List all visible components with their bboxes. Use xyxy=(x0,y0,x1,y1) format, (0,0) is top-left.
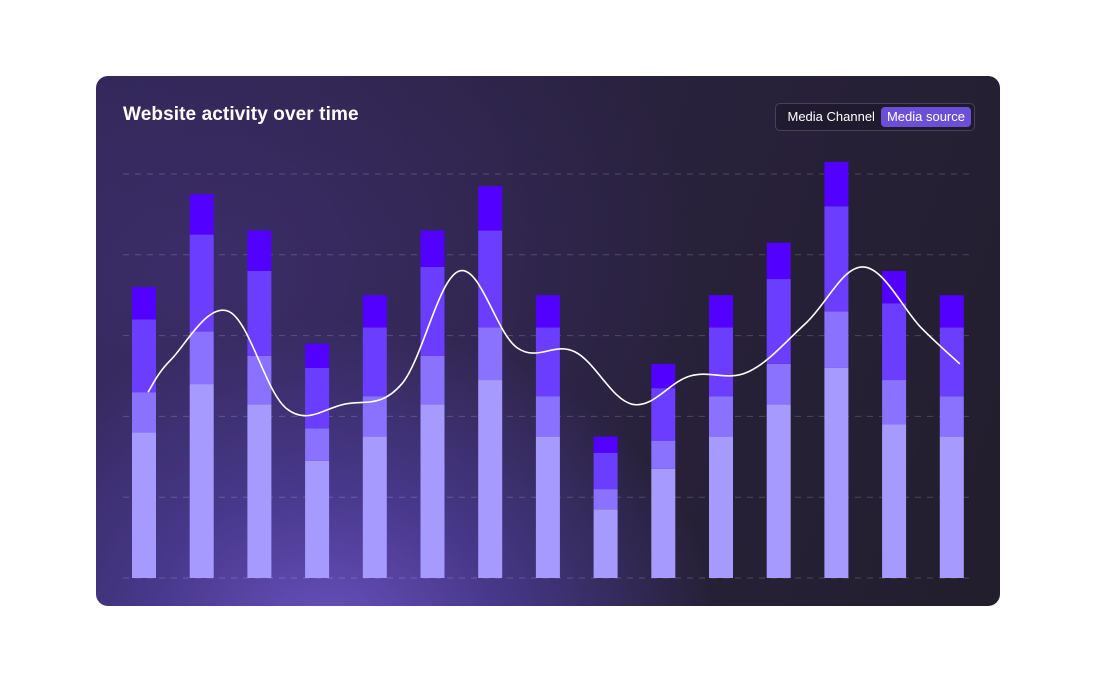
bar-stack[interactable] xyxy=(651,363,676,578)
bar-segment-4[interactable] xyxy=(709,295,733,328)
bar-segment-2[interactable] xyxy=(420,355,445,405)
bar-segment-2[interactable] xyxy=(305,428,330,461)
bar-stack[interactable] xyxy=(766,242,791,578)
bar-segment-1[interactable] xyxy=(420,404,445,578)
bar-segment-3[interactable] xyxy=(132,319,156,393)
bar-segment-3[interactable] xyxy=(824,206,849,312)
bar-segment-3[interactable] xyxy=(882,303,907,381)
bar-segment-2[interactable] xyxy=(593,489,618,510)
bar-segment-4[interactable] xyxy=(535,295,560,328)
bar-stack[interactable] xyxy=(132,287,156,578)
bar-segment-1[interactable] xyxy=(189,384,214,578)
bar-segment-4[interactable] xyxy=(478,186,503,231)
bar-segment-1[interactable] xyxy=(132,432,156,578)
bar-stack[interactable] xyxy=(939,295,964,578)
bar-segment-2[interactable] xyxy=(882,380,907,425)
bar-segment-2[interactable] xyxy=(132,392,156,433)
bar-segment-4[interactable] xyxy=(132,287,156,320)
bar-segment-2[interactable] xyxy=(766,363,791,405)
bar-segment-4[interactable] xyxy=(593,436,618,453)
bar-segment-4[interactable] xyxy=(766,242,791,280)
bar-stack[interactable] xyxy=(189,194,214,578)
bar-segment-2[interactable] xyxy=(535,396,560,437)
bar-stack[interactable] xyxy=(709,295,733,578)
bar-stack[interactable] xyxy=(593,436,618,578)
bar-segment-1[interactable] xyxy=(824,367,849,578)
bar-segment-2[interactable] xyxy=(189,331,214,385)
bar-segment-4[interactable] xyxy=(651,363,676,389)
bar-segment-2[interactable] xyxy=(824,311,849,368)
bar-segment-1[interactable] xyxy=(535,436,560,578)
bar-segment-1[interactable] xyxy=(709,436,733,578)
bar-segment-1[interactable] xyxy=(766,404,791,578)
bar-segment-1[interactable] xyxy=(651,468,676,578)
bar-segment-4[interactable] xyxy=(247,230,272,271)
bar-segment-3[interactable] xyxy=(247,270,272,356)
bar-segment-2[interactable] xyxy=(709,396,733,437)
bar-stack[interactable] xyxy=(420,230,445,578)
bar-segment-3[interactable] xyxy=(305,367,330,429)
bar-segment-1[interactable] xyxy=(939,436,964,578)
bar-segment-1[interactable] xyxy=(593,509,618,578)
bar-segment-4[interactable] xyxy=(305,343,330,368)
bar-segment-4[interactable] xyxy=(362,295,387,328)
bar-segment-3[interactable] xyxy=(189,234,214,332)
bar-segment-1[interactable] xyxy=(247,404,272,578)
chart-card: Website activity over time Media Channel… xyxy=(96,76,1000,606)
bar-stack[interactable] xyxy=(478,186,503,578)
bar-segment-2[interactable] xyxy=(939,396,964,437)
toggle-media-source[interactable]: Media source xyxy=(880,107,971,127)
bar-segment-1[interactable] xyxy=(478,380,503,578)
bar-segment-1[interactable] xyxy=(362,436,387,578)
bar-stack[interactable] xyxy=(247,230,272,578)
bar-segment-3[interactable] xyxy=(535,327,560,397)
bar-stack[interactable] xyxy=(305,343,330,578)
bar-segment-4[interactable] xyxy=(420,230,445,267)
bar-segment-3[interactable] xyxy=(651,388,676,441)
trend-line xyxy=(147,266,961,417)
toggle-media-channel[interactable]: Media Channel xyxy=(787,109,875,124)
bar-segment-4[interactable] xyxy=(939,295,964,328)
bar-segment-3[interactable] xyxy=(709,327,733,397)
view-toggle: Media Channel Media source xyxy=(774,103,975,131)
chart-title: Website activity over time xyxy=(123,104,359,125)
bar-segment-3[interactable] xyxy=(362,327,387,397)
bar-segment-3[interactable] xyxy=(766,279,791,364)
bar-stack[interactable] xyxy=(824,161,849,578)
bar-segment-3[interactable] xyxy=(593,452,618,490)
bar-segment-4[interactable] xyxy=(189,194,214,235)
bar-segment-3[interactable] xyxy=(478,230,503,328)
bar-stack[interactable] xyxy=(882,270,907,578)
bar-stack[interactable] xyxy=(535,295,560,578)
bar-segment-4[interactable] xyxy=(824,161,849,207)
bar-stack[interactable] xyxy=(362,295,387,578)
bar-segment-3[interactable] xyxy=(939,327,964,397)
bar-segment-1[interactable] xyxy=(305,460,330,578)
bar-segment-1[interactable] xyxy=(882,424,907,578)
bar-segment-2[interactable] xyxy=(478,327,503,381)
bar-segment-3[interactable] xyxy=(420,266,445,356)
bar-segment-2[interactable] xyxy=(651,440,676,469)
stacked-bar-chart xyxy=(123,161,975,579)
bar-segment-4[interactable] xyxy=(882,270,907,304)
